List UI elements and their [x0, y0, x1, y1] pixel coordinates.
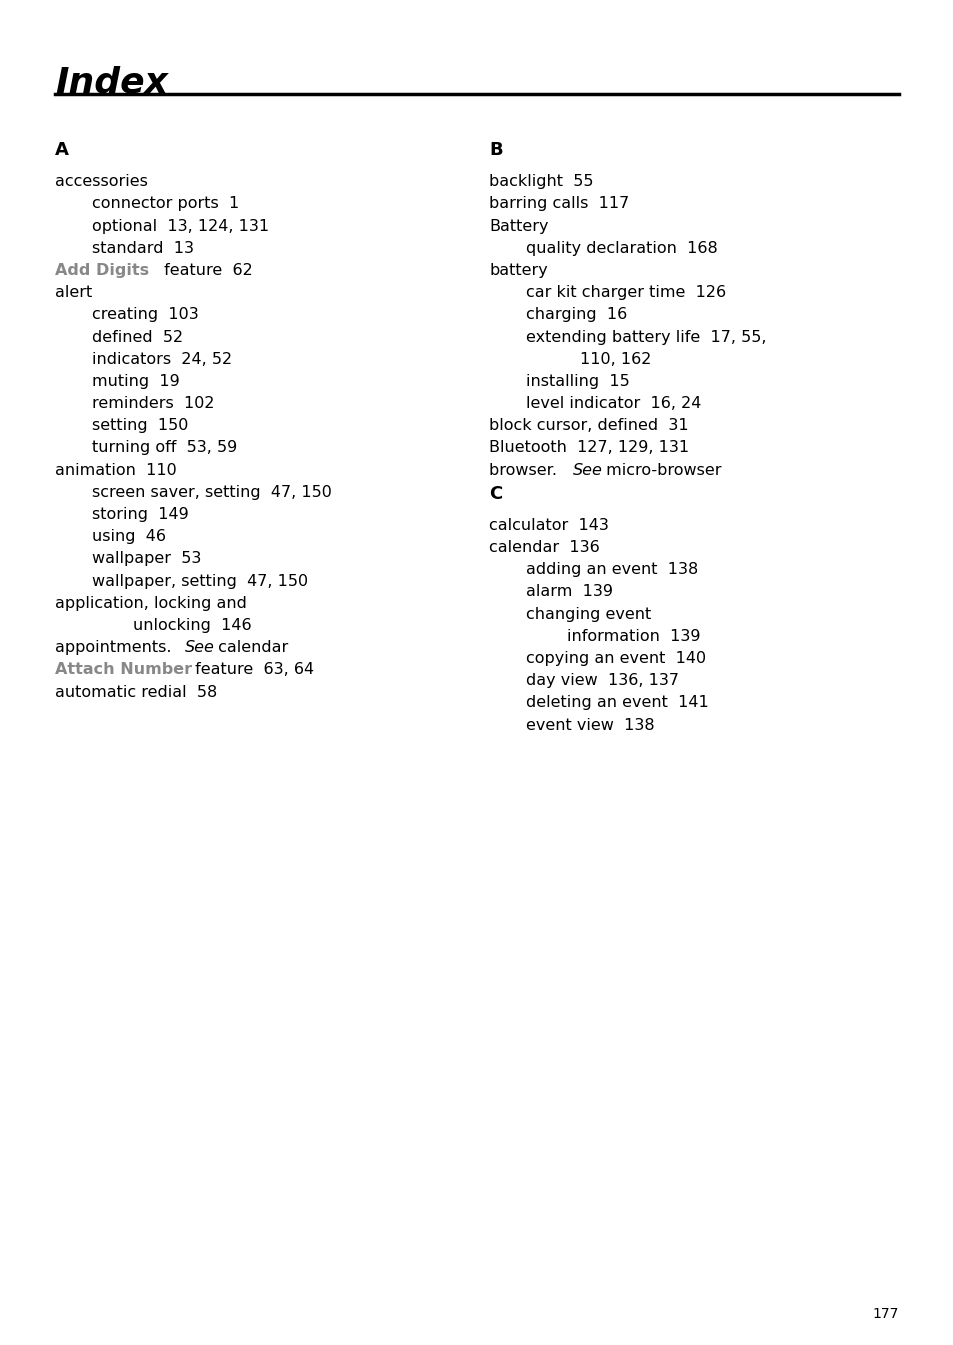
Text: storing  149: storing 149 — [91, 507, 188, 522]
Text: quality declaration  168: quality declaration 168 — [525, 241, 717, 256]
Text: optional  13, 124, 131: optional 13, 124, 131 — [91, 218, 269, 234]
Text: C: C — [489, 484, 502, 503]
Text: day view  136, 137: day view 136, 137 — [525, 672, 678, 689]
Text: 177: 177 — [871, 1307, 898, 1321]
Text: backlight  55: backlight 55 — [489, 175, 594, 190]
Text: Index: Index — [55, 66, 168, 100]
Text: level indicator  16, 24: level indicator 16, 24 — [525, 395, 700, 412]
Text: alert: alert — [55, 285, 92, 300]
Text: B: B — [489, 141, 502, 159]
Text: extending battery life  17, 55,: extending battery life 17, 55, — [525, 330, 765, 344]
Text: See: See — [572, 463, 602, 477]
Text: unlocking  146: unlocking 146 — [91, 617, 251, 633]
Text: browser.: browser. — [489, 463, 562, 477]
Text: deleting an event  141: deleting an event 141 — [525, 695, 708, 710]
Text: using  46: using 46 — [91, 529, 166, 545]
Text: animation  110: animation 110 — [55, 463, 177, 477]
Text: screen saver, setting  47, 150: screen saver, setting 47, 150 — [91, 484, 331, 500]
Text: changing event: changing event — [525, 607, 650, 621]
Text: calendar  136: calendar 136 — [489, 539, 599, 555]
Text: barring calls  117: barring calls 117 — [489, 196, 629, 211]
Text: block cursor, defined  31: block cursor, defined 31 — [489, 418, 688, 433]
Text: adding an event  138: adding an event 138 — [525, 562, 698, 577]
Text: Battery: Battery — [489, 218, 548, 234]
Text: A: A — [55, 141, 70, 159]
Text: car kit charger time  126: car kit charger time 126 — [525, 285, 725, 300]
Text: muting  19: muting 19 — [91, 374, 179, 389]
Text: wallpaper, setting  47, 150: wallpaper, setting 47, 150 — [91, 573, 308, 589]
Text: calculator  143: calculator 143 — [489, 518, 609, 533]
Text: automatic redial  58: automatic redial 58 — [55, 685, 217, 699]
Text: Bluetooth  127, 129, 131: Bluetooth 127, 129, 131 — [489, 440, 689, 456]
Text: See: See — [185, 640, 214, 655]
Text: Add Digits: Add Digits — [55, 262, 150, 278]
Text: standard  13: standard 13 — [91, 241, 193, 256]
Text: feature  62: feature 62 — [159, 262, 253, 278]
Text: creating  103: creating 103 — [91, 307, 198, 323]
Text: copying an event  140: copying an event 140 — [525, 651, 705, 666]
Text: setting  150: setting 150 — [91, 418, 188, 433]
Text: information  139: information 139 — [525, 628, 700, 644]
Text: 110, 162: 110, 162 — [579, 351, 651, 367]
Text: micro-browser: micro-browser — [600, 463, 720, 477]
Text: wallpaper  53: wallpaper 53 — [91, 551, 201, 566]
Text: Attach Number: Attach Number — [55, 662, 193, 678]
Text: installing  15: installing 15 — [525, 374, 629, 389]
Text: calendar: calendar — [213, 640, 288, 655]
Text: charging  16: charging 16 — [525, 307, 626, 323]
Text: application, locking and: application, locking and — [55, 596, 247, 611]
Text: appointments.: appointments. — [55, 640, 176, 655]
Text: battery: battery — [489, 262, 548, 278]
Text: reminders  102: reminders 102 — [91, 395, 213, 412]
Text: alarm  139: alarm 139 — [525, 584, 612, 600]
Text: accessories: accessories — [55, 175, 148, 190]
Text: defined  52: defined 52 — [91, 330, 183, 344]
Text: connector ports  1: connector ports 1 — [91, 196, 238, 211]
Text: feature  63, 64: feature 63, 64 — [190, 662, 314, 678]
Text: event view  138: event view 138 — [525, 717, 654, 733]
Text: indicators  24, 52: indicators 24, 52 — [91, 351, 232, 367]
Text: turning off  53, 59: turning off 53, 59 — [91, 440, 236, 456]
